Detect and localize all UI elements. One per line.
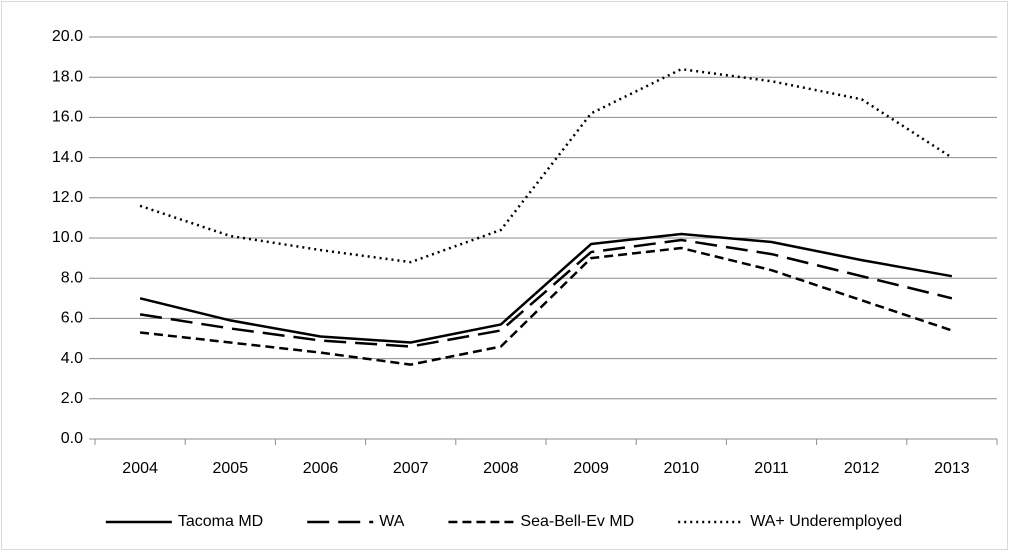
- x-tick-label: 2007: [393, 460, 429, 477]
- y-tick-label: 18.0: [52, 68, 83, 85]
- series-line: [139, 238, 953, 348]
- x-tick-label: 2004: [122, 460, 158, 477]
- y-tick-label: 10.0: [52, 229, 83, 246]
- legend-label: WA: [379, 513, 405, 530]
- x-tick-label: 2012: [844, 460, 880, 477]
- y-tick-label: 2.0: [61, 390, 83, 407]
- y-tick-label: 16.0: [52, 109, 83, 126]
- x-tick-label: 2011: [754, 460, 789, 477]
- legend-label: Tacoma MD: [178, 513, 263, 530]
- y-tick-label: 20.0: [52, 28, 83, 45]
- y-tick-label: 4.0: [61, 350, 83, 367]
- chart-border: [1, 1, 1008, 550]
- y-tick-label: 6.0: [61, 310, 83, 327]
- x-tick-label: 2009: [573, 460, 609, 477]
- x-tick-label: 2013: [934, 460, 970, 477]
- x-tick-label: 2006: [303, 460, 339, 477]
- y-tick-label: 14.0: [52, 149, 83, 166]
- y-tick-label: 12.0: [52, 189, 83, 206]
- legend-label: WA+ Underemployed: [750, 513, 902, 530]
- series-line: [139, 232, 953, 344]
- x-tick-label: 2005: [213, 460, 249, 477]
- y-tick-label: 8.0: [61, 269, 83, 286]
- x-tick-label: 2008: [483, 460, 519, 477]
- x-tick-label: 2010: [664, 460, 700, 477]
- y-tick-label: 0.0: [61, 430, 83, 447]
- legend-label: Sea-Bell-Ev MD: [520, 513, 634, 530]
- series-line: [139, 246, 953, 366]
